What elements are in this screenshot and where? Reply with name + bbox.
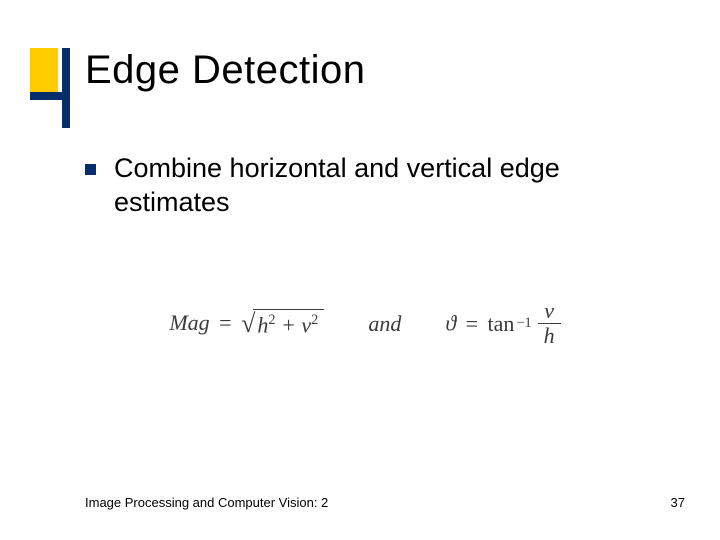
bullet-square-icon: [85, 164, 96, 175]
equals-1: =: [219, 310, 231, 335]
formula-area: Mag = √ h2 + v2 and ϑ = tan−1: [130, 300, 600, 347]
formula-mag: Mag = √ h2 + v2: [169, 309, 324, 338]
equals-2: =: [466, 311, 478, 336]
bullet-text: Combine horizontal and vertical edge est…: [114, 152, 665, 220]
sqrt-body: h2 + v2: [253, 309, 324, 338]
sqrt-symbol-icon: √: [241, 311, 255, 337]
plus: +: [281, 312, 296, 337]
mag-label: Mag: [169, 310, 209, 335]
slide: Edge Detection Combine horizontal and ve…: [0, 0, 720, 540]
body-area: Combine horizontal and vertical edge est…: [85, 152, 665, 220]
var-h: h: [257, 312, 268, 337]
slide-title: Edge Detection: [85, 48, 366, 93]
accent-yellow-box: [30, 48, 58, 92]
tan-superscript: −1: [516, 315, 531, 332]
tan-text: tan: [488, 311, 515, 337]
fraction: v h: [538, 300, 561, 347]
formula-theta: ϑ = tan−1 v h: [445, 300, 560, 347]
theta-symbol: ϑ: [445, 311, 456, 336]
sqrt-wrap: √ h2 + v2: [241, 309, 324, 338]
tan-part: tan−1 v h: [488, 300, 561, 347]
fraction-denominator: h: [538, 324, 561, 347]
footer-page-number: 37: [671, 495, 685, 510]
and-word: and: [368, 311, 401, 337]
bullet-row: Combine horizontal and vertical edge est…: [85, 152, 665, 220]
fraction-numerator: v: [538, 300, 560, 323]
exp-2b: 2: [311, 312, 318, 328]
accent-blue-vertical: [62, 48, 70, 128]
formula-line: Mag = √ h2 + v2 and ϑ = tan−1: [169, 300, 560, 347]
exp-2a: 2: [268, 312, 275, 328]
footer-left: Image Processing and Computer Vision: 2: [85, 495, 328, 510]
var-v: v: [301, 312, 311, 337]
